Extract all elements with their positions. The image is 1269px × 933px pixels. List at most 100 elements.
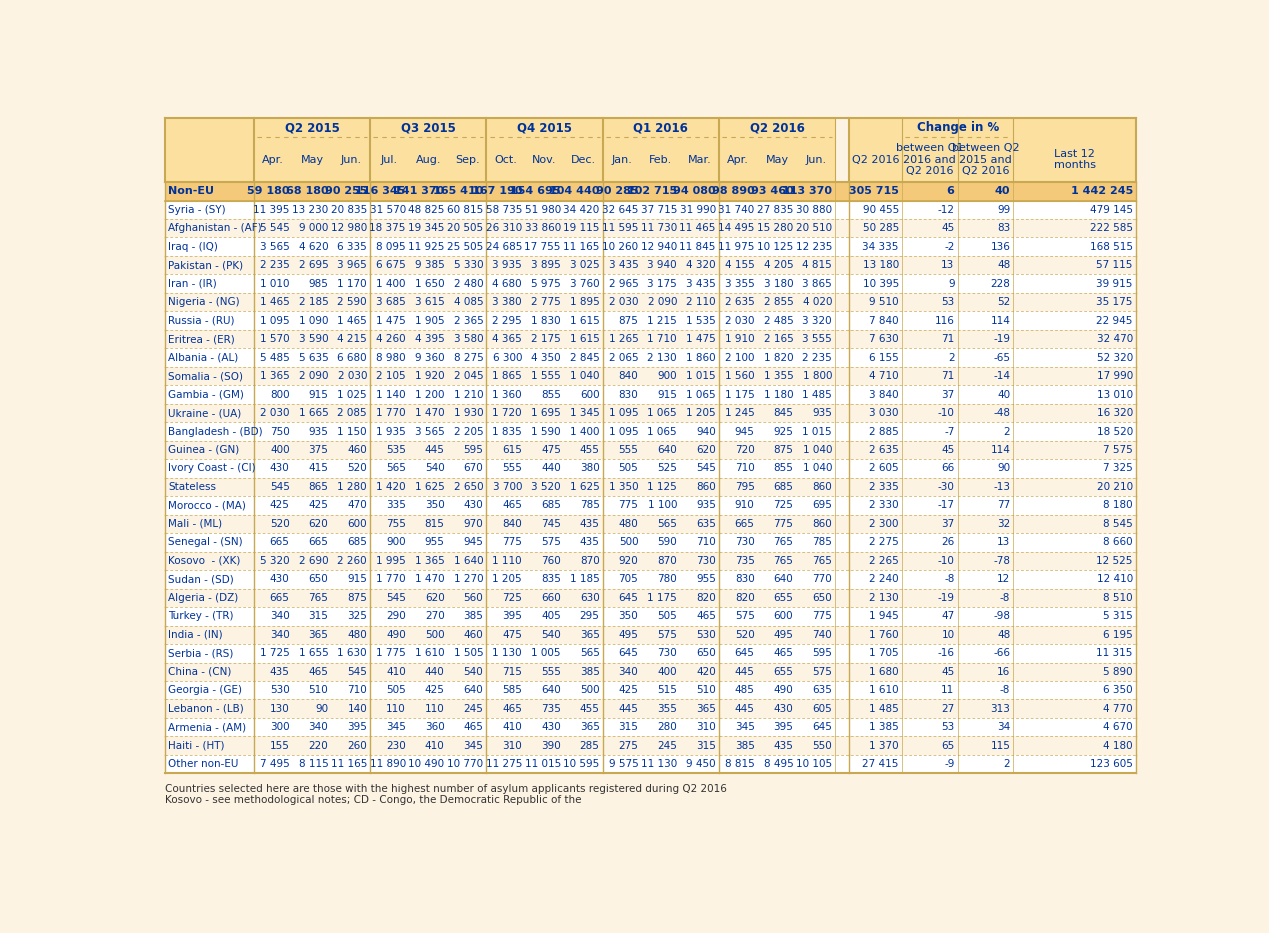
Text: 770: 770 [812, 575, 832, 584]
Text: Q2 2016: Q2 2016 [750, 121, 805, 134]
Text: 635: 635 [812, 685, 832, 695]
Text: 775: 775 [812, 611, 832, 621]
Text: 405: 405 [541, 611, 561, 621]
Text: 71: 71 [942, 334, 954, 344]
Text: 313: 313 [991, 703, 1010, 714]
Text: 365: 365 [308, 630, 329, 640]
Text: 1 705: 1 705 [869, 648, 898, 659]
Text: 1 015: 1 015 [687, 371, 716, 381]
Text: 11 730: 11 730 [641, 223, 678, 233]
Text: 1 100: 1 100 [647, 500, 678, 510]
Text: 650: 650 [697, 648, 716, 659]
Text: 1 200: 1 200 [415, 390, 444, 399]
Text: 1 650: 1 650 [415, 279, 444, 288]
Text: 8 980: 8 980 [376, 353, 406, 363]
Text: 31 570: 31 570 [369, 204, 406, 215]
Text: 4 770: 4 770 [1103, 703, 1133, 714]
Text: 45: 45 [942, 667, 954, 676]
Text: 110: 110 [425, 703, 444, 714]
Text: 840: 840 [618, 371, 638, 381]
Text: 735: 735 [541, 703, 561, 714]
Bar [486, 137, 525, 182]
Text: 8 495: 8 495 [764, 759, 793, 769]
Text: 2 185: 2 185 [298, 297, 329, 307]
Bar [165, 718, 1136, 736]
Text: 555: 555 [618, 445, 638, 455]
Text: 1 470: 1 470 [415, 575, 444, 584]
Bar [165, 496, 1136, 515]
Text: 460: 460 [348, 445, 367, 455]
Text: 645: 645 [618, 592, 638, 603]
Text: 750: 750 [270, 426, 289, 437]
Text: 715: 715 [503, 667, 522, 676]
Text: 430: 430 [270, 575, 289, 584]
Text: Afghanistan - (AF): Afghanistan - (AF) [168, 223, 261, 233]
Bar [849, 137, 902, 182]
Text: 7 840: 7 840 [869, 315, 898, 326]
Text: 5 330: 5 330 [454, 260, 483, 271]
Text: 455: 455 [580, 445, 599, 455]
Text: 2 260: 2 260 [338, 556, 367, 566]
Text: 645: 645 [812, 722, 832, 732]
Text: 34: 34 [997, 722, 1010, 732]
Text: 6: 6 [947, 187, 954, 196]
Text: 48 825: 48 825 [409, 204, 444, 215]
Bar [448, 137, 486, 182]
Text: 915: 915 [308, 390, 329, 399]
Bar [165, 589, 1136, 607]
Text: 47: 47 [942, 611, 954, 621]
Text: 2: 2 [1004, 759, 1010, 769]
Text: 4 670: 4 670 [1103, 722, 1133, 732]
Text: 600: 600 [580, 390, 599, 399]
Text: 635: 635 [695, 519, 716, 529]
Text: 3 865: 3 865 [802, 279, 832, 288]
Text: 985: 985 [308, 279, 329, 288]
Text: -7: -7 [944, 426, 954, 437]
Text: 900: 900 [657, 371, 678, 381]
Text: 10 395: 10 395 [863, 279, 898, 288]
Text: 1 280: 1 280 [338, 482, 367, 492]
Text: 385: 385 [463, 611, 483, 621]
Text: 2 045: 2 045 [454, 371, 483, 381]
Text: 7 495: 7 495 [260, 759, 289, 769]
Text: -66: -66 [994, 648, 1010, 659]
Text: 465: 465 [503, 703, 522, 714]
Text: Albania - (AL): Albania - (AL) [168, 353, 239, 363]
Text: 1 910: 1 910 [725, 334, 755, 344]
Text: 11 130: 11 130 [641, 759, 678, 769]
Text: 2 065: 2 065 [609, 353, 638, 363]
Text: 2 235: 2 235 [802, 353, 832, 363]
Text: 530: 530 [697, 630, 716, 640]
Text: 1 535: 1 535 [687, 315, 716, 326]
Bar [641, 137, 680, 182]
Text: Apr.: Apr. [263, 155, 284, 165]
Text: 970: 970 [463, 519, 483, 529]
Text: 685: 685 [774, 482, 793, 492]
Text: 775: 775 [618, 500, 638, 510]
Text: 650: 650 [812, 592, 832, 603]
Text: 655: 655 [774, 667, 793, 676]
Text: 13: 13 [997, 537, 1010, 548]
Text: May: May [765, 155, 788, 165]
Text: 955: 955 [425, 537, 444, 548]
Text: 11 890: 11 890 [369, 759, 406, 769]
Text: 2 130: 2 130 [647, 353, 678, 363]
Bar [680, 137, 720, 182]
Text: 245: 245 [657, 741, 678, 751]
Text: Dec.: Dec. [571, 155, 596, 165]
Bar [165, 625, 1136, 644]
Text: 11 845: 11 845 [679, 242, 716, 252]
Text: 1 485: 1 485 [869, 703, 898, 714]
Text: 550: 550 [812, 741, 832, 751]
Text: Haiti - (HT): Haiti - (HT) [168, 741, 225, 751]
Text: 875: 875 [774, 445, 793, 455]
Text: 1 010: 1 010 [260, 279, 289, 288]
Text: 6 335: 6 335 [338, 242, 367, 252]
Text: 1 830: 1 830 [532, 315, 561, 326]
Text: 11 275: 11 275 [486, 759, 522, 769]
Text: 3 025: 3 025 [570, 260, 599, 271]
Text: 1 040: 1 040 [802, 464, 832, 473]
Text: 490: 490 [386, 630, 406, 640]
Text: 20 510: 20 510 [796, 223, 832, 233]
Text: 4 365: 4 365 [492, 334, 522, 344]
